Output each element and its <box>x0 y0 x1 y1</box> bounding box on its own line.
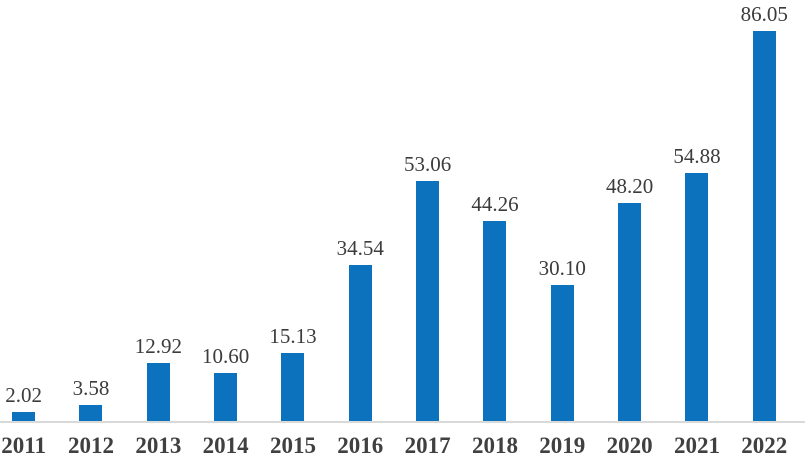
chart-column: 53.06 2017 <box>394 0 461 466</box>
x-axis-label: 2015 <box>269 433 316 458</box>
bar-stack: 34.54 <box>327 0 394 421</box>
chart-column: 2.02 2011 <box>0 0 57 466</box>
bar-stack: 44.26 <box>461 0 528 421</box>
bar-stack: 86.05 <box>731 0 798 421</box>
bar-2017 <box>416 181 440 421</box>
x-axis-label: 2017 <box>404 433 451 458</box>
bar-stack: 10.60 <box>192 0 259 421</box>
bar-2013 <box>146 363 170 421</box>
bar-2016 <box>348 265 372 421</box>
bar-2012 <box>79 405 103 421</box>
bar-2015 <box>281 353 305 421</box>
chart-column: 12.92 2013 <box>125 0 192 466</box>
bar-value-label: 48.20 <box>605 173 654 198</box>
bar-2011 <box>12 412 36 421</box>
bar-value-label: 3.58 <box>72 375 110 400</box>
bar-stack: 30.10 <box>529 0 596 421</box>
x-axis-label: 2020 <box>606 433 653 458</box>
chart-column: 10.60 2014 <box>192 0 259 466</box>
x-axis-label: 2018 <box>471 433 518 458</box>
bar-2021 <box>685 173 709 421</box>
chart-column: 3.58 2012 <box>57 0 124 466</box>
chart-column: 44.26 2018 <box>461 0 528 466</box>
bar-value-label: 12.92 <box>134 333 182 358</box>
bar-value-label: 54.88 <box>673 143 721 168</box>
bar-2014 <box>214 373 238 421</box>
bar-2022 <box>752 31 776 421</box>
x-axis-label: 2011 <box>1 433 47 458</box>
bar-2019 <box>550 285 574 421</box>
bar-stack: 3.58 <box>57 0 124 421</box>
chart-column: 48.20 2020 <box>596 0 663 466</box>
x-axis-label: 2019 <box>539 433 586 458</box>
bar-stack: 2.02 <box>0 0 57 421</box>
x-axis-label: 2021 <box>673 433 720 458</box>
bar-value-label: 15.13 <box>269 323 317 348</box>
x-axis-label: 2012 <box>67 433 114 458</box>
bar-value-label: 10.60 <box>202 343 250 368</box>
bar-value-label: 34.54 <box>336 235 384 260</box>
chart-column: 30.10 2019 <box>529 0 596 466</box>
chart-column: 15.13 2015 <box>259 0 326 466</box>
bar-2018 <box>483 221 507 421</box>
bar-value-label: 86.05 <box>740 1 788 26</box>
bar-value-label: 2.02 <box>5 382 43 407</box>
bar-stack: 15.13 <box>259 0 326 421</box>
bar-stack: 54.88 <box>663 0 730 421</box>
bar-stack: 53.06 <box>394 0 461 421</box>
bar-value-label: 30.10 <box>538 255 586 280</box>
chart-column: 34.54 2016 <box>327 0 394 466</box>
x-axis-label: 2014 <box>202 433 249 458</box>
bar-value-label: 44.26 <box>471 191 519 216</box>
x-axis-label: 2022 <box>741 433 788 458</box>
bar-stack: 48.20 <box>596 0 663 421</box>
x-axis-line <box>0 421 805 423</box>
chart-column: 86.05 2022 <box>731 0 798 466</box>
x-axis-label: 2016 <box>337 433 384 458</box>
x-axis-label: 2013 <box>135 433 182 458</box>
bar-value-label: 53.06 <box>404 151 452 176</box>
bar-stack: 12.92 <box>125 0 192 421</box>
chart-column: 54.88 2021 <box>663 0 730 466</box>
bar-2020 <box>618 203 642 421</box>
